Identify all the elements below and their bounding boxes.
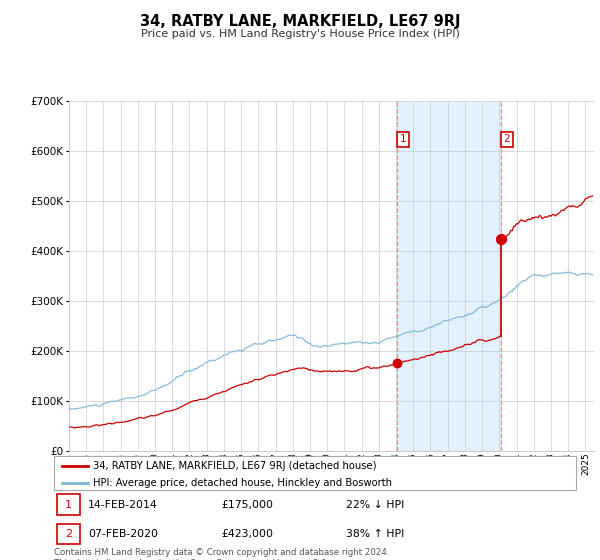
FancyBboxPatch shape — [56, 494, 80, 515]
Text: 1: 1 — [65, 500, 72, 510]
Point — [392, 359, 402, 368]
FancyBboxPatch shape — [54, 456, 576, 490]
Point — [496, 235, 506, 244]
Text: 22% ↓ HPI: 22% ↓ HPI — [346, 500, 404, 510]
Text: 07-FEB-2020: 07-FEB-2020 — [88, 529, 158, 539]
Text: 34, RATBY LANE, MARKFIELD, LE67 9RJ (detached house): 34, RATBY LANE, MARKFIELD, LE67 9RJ (det… — [93, 461, 377, 471]
Bar — [397, 101, 501, 451]
Text: 14-FEB-2014: 14-FEB-2014 — [88, 500, 158, 510]
Text: 2: 2 — [65, 529, 72, 539]
Text: 38% ↑ HPI: 38% ↑ HPI — [346, 529, 404, 539]
Text: 1: 1 — [400, 134, 407, 144]
Text: 2: 2 — [503, 134, 510, 144]
Text: HPI: Average price, detached house, Hinckley and Bosworth: HPI: Average price, detached house, Hinc… — [93, 478, 392, 488]
FancyBboxPatch shape — [56, 524, 80, 544]
Text: £423,000: £423,000 — [221, 529, 273, 539]
Text: £175,000: £175,000 — [221, 500, 273, 510]
Text: Price paid vs. HM Land Registry's House Price Index (HPI): Price paid vs. HM Land Registry's House … — [140, 29, 460, 39]
Text: Contains HM Land Registry data © Crown copyright and database right 2024.
This d: Contains HM Land Registry data © Crown c… — [54, 548, 389, 560]
Text: 34, RATBY LANE, MARKFIELD, LE67 9RJ: 34, RATBY LANE, MARKFIELD, LE67 9RJ — [140, 14, 460, 29]
